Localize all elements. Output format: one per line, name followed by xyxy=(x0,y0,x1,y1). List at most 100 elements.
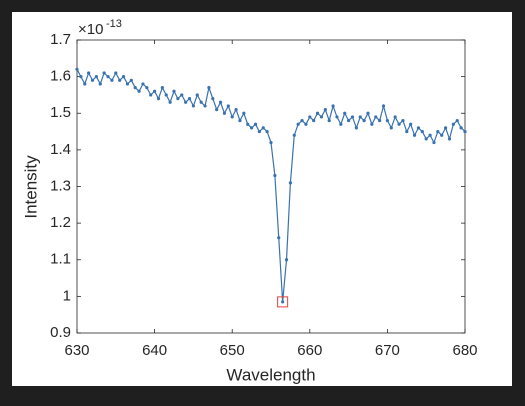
point-marker xyxy=(199,100,203,104)
point-marker xyxy=(203,104,207,108)
point-marker xyxy=(420,129,424,134)
point-marker xyxy=(234,107,238,112)
x-tick-label: 630 xyxy=(64,342,89,359)
point-marker xyxy=(160,86,164,90)
point-marker xyxy=(98,82,102,86)
point-marker xyxy=(164,93,168,97)
point-marker xyxy=(269,140,273,145)
y-tick-label: 1.2 xyxy=(50,214,71,231)
y-tick-label: 1 xyxy=(63,287,71,304)
point-marker xyxy=(114,71,118,75)
point-marker xyxy=(358,115,362,119)
point-marker xyxy=(428,133,432,137)
x-tick-label: 660 xyxy=(297,342,322,359)
point-marker xyxy=(176,97,180,101)
point-marker xyxy=(277,236,281,240)
point-marker xyxy=(121,75,126,79)
point-marker xyxy=(401,118,405,123)
point-marker xyxy=(191,104,195,108)
point-marker xyxy=(444,126,448,130)
point-marker xyxy=(331,104,335,108)
point-marker xyxy=(339,122,343,126)
point-marker xyxy=(393,115,397,119)
point-marker xyxy=(288,181,292,185)
point-marker xyxy=(207,86,211,90)
point-marker xyxy=(374,115,378,119)
point-marker xyxy=(195,93,199,97)
point-marker xyxy=(75,67,79,71)
point-marker xyxy=(94,75,98,79)
point-marker xyxy=(385,118,389,123)
axes-box xyxy=(76,39,466,334)
point-marker xyxy=(261,126,265,130)
point-marker xyxy=(381,104,386,108)
point-marker xyxy=(180,93,184,97)
point-marker xyxy=(354,126,358,130)
point-marker xyxy=(149,93,153,97)
point-marker xyxy=(273,173,277,178)
point-marker xyxy=(300,118,304,123)
point-marker xyxy=(436,129,440,134)
point-marker xyxy=(141,82,145,86)
y-tick-label: 0.9 xyxy=(50,324,71,341)
point-marker xyxy=(319,115,324,119)
point-marker xyxy=(378,118,382,123)
point-marker xyxy=(447,137,452,141)
x-tick-label: 680 xyxy=(452,342,477,359)
point-marker xyxy=(211,97,215,101)
point-marker xyxy=(238,118,242,123)
y-axis-label: Intensity xyxy=(21,155,40,219)
point-marker xyxy=(172,89,176,93)
y-exponent-base: ×10 xyxy=(78,21,103,38)
point-marker xyxy=(118,78,122,82)
point-marker xyxy=(83,82,87,86)
point-marker xyxy=(133,86,137,90)
point-marker xyxy=(265,129,269,134)
point-marker xyxy=(218,100,223,104)
point-marker xyxy=(215,107,219,112)
point-marker xyxy=(343,111,347,115)
point-marker xyxy=(106,75,110,79)
point-marker xyxy=(110,78,114,82)
point-marker xyxy=(389,126,393,130)
y-tick-label: 1.3 xyxy=(50,177,71,194)
point-marker xyxy=(296,122,300,126)
point-marker xyxy=(246,122,250,126)
point-marker xyxy=(440,133,444,137)
x-axis-label: Wavelength xyxy=(226,365,315,384)
point-marker xyxy=(304,122,308,126)
y-tick-label: 1.5 xyxy=(50,104,71,121)
point-marker xyxy=(366,111,370,115)
y-tick-label: 1.7 xyxy=(50,31,71,48)
point-marker xyxy=(350,115,355,119)
point-marker xyxy=(90,78,95,82)
point-marker xyxy=(432,140,436,145)
point-marker xyxy=(292,133,296,137)
point-marker xyxy=(156,97,161,101)
y-tick-label: 1.1 xyxy=(50,251,71,268)
point-marker xyxy=(153,89,157,93)
point-marker xyxy=(451,122,455,126)
point-marker xyxy=(284,258,289,262)
point-marker xyxy=(226,104,230,108)
y-exponent-power: -13 xyxy=(106,18,122,30)
point-marker xyxy=(168,100,172,104)
point-marker xyxy=(412,133,417,137)
point-marker xyxy=(424,137,428,141)
y-tick-label: 1.4 xyxy=(50,141,71,158)
point-marker xyxy=(79,75,83,79)
point-marker xyxy=(129,78,133,82)
point-marker xyxy=(347,118,351,123)
x-tick-label: 670 xyxy=(375,342,400,359)
point-marker xyxy=(463,129,467,134)
point-marker xyxy=(222,111,227,115)
point-marker xyxy=(370,122,374,126)
point-marker xyxy=(455,118,459,123)
point-marker xyxy=(242,111,246,115)
point-marker xyxy=(87,71,91,75)
point-marker xyxy=(459,126,463,130)
point-marker xyxy=(184,100,188,104)
point-marker xyxy=(409,122,413,126)
